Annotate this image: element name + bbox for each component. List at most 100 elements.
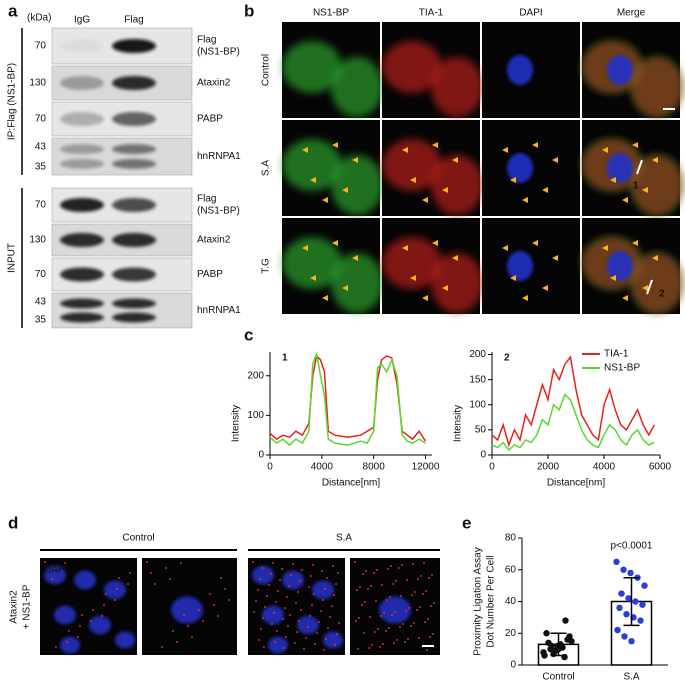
x-tick-label: 0 [489,462,495,473]
pla-dot [180,562,182,564]
x-tick-label: 4000 [311,462,334,473]
pla-dot [355,620,357,622]
data-point [628,637,635,645]
arrowhead [322,197,328,203]
pla-dot [257,589,259,591]
y-tick-label: 50 [475,425,487,436]
nucleus [507,55,533,85]
band [60,312,104,323]
row-label: T.G [261,258,272,274]
pla-dot [373,572,375,574]
arrowhead [452,255,458,261]
pla-dot [365,570,367,572]
pla-dot [299,580,301,582]
pla-dot [281,568,283,570]
pla-dot [307,626,309,628]
pla-dot [268,584,270,586]
group-label: Control [122,533,154,544]
pla-dot [336,633,338,635]
arrowhead [302,245,308,251]
pla-dot [277,590,279,592]
micrograph [282,22,383,118]
lane-label: IgG [74,15,90,26]
y-tick-label: 150 [469,374,486,385]
pla-dot [169,578,171,580]
pla-dot [377,628,379,630]
mw-marker: 70 [35,200,47,211]
x-tick-label: Control [542,672,574,683]
pla-dot [90,620,92,622]
arrowhead [332,240,338,246]
pla-dot [252,561,254,563]
pla-dot [308,586,310,588]
pla-dot [410,625,412,627]
cell [431,253,483,313]
arrow [636,159,643,175]
arrow [646,279,653,295]
pla-dot [305,637,307,639]
pla-dot [314,643,316,645]
pla-dot [311,604,313,606]
arrowhead [602,245,608,251]
pla-dot [263,646,265,648]
cell [382,41,442,93]
group-label: IP:Flag (NS1-BP) [7,63,18,140]
pla-dot [283,647,285,649]
pla-dot [367,588,369,590]
data-point [623,611,630,618]
pla-dot [364,601,366,603]
x-tick-label: 0 [267,462,273,473]
pla-dot [66,641,68,643]
pla-dot [382,643,384,645]
arrowhead [352,157,358,163]
x-tick-label: 4000 [593,462,616,473]
band [112,267,156,282]
pla-dot [325,638,327,640]
arrowhead [532,240,538,246]
column-label: Merge [617,8,646,19]
mw-marker: 43 [35,142,47,153]
arrowhead [522,295,528,301]
pla-dot [81,614,83,616]
x-axis-label: Distance[nm] [547,478,606,489]
pla-dot [118,577,120,579]
pla-dot [312,564,314,566]
arrowhead [632,142,638,148]
pla-dot [274,641,276,643]
pla-dot [358,617,360,619]
pla-dot [376,569,378,571]
pla-dot [165,567,167,569]
band [112,112,156,126]
pla-dot [428,577,430,579]
pla-dot [297,591,299,593]
pla-dot [287,625,289,627]
pla-dot [187,625,189,627]
pla-dot [399,626,401,628]
pla-dot [370,585,372,587]
y-tick-label: 40 [505,596,517,607]
pla-dot [64,562,66,564]
arrowhead [432,142,438,148]
nucleus [115,631,135,649]
row-label: Control [261,54,272,86]
data-point [632,598,639,605]
panel-label: e [462,513,471,532]
pla-dot [272,562,274,564]
pla-dot [386,599,388,601]
pla-dot [289,614,291,616]
nucleus [323,631,343,649]
mw-marker: 70 [35,114,47,125]
cell [631,57,683,117]
cell [382,139,442,191]
pla-dot [288,585,290,587]
pla-dot [220,577,222,579]
pla-dot [146,561,148,563]
data-point [543,630,550,637]
pla-dot [316,632,318,634]
pla-dot [383,612,385,614]
arrowhead [642,187,648,193]
pla-dot [413,622,415,624]
pla-dot [407,638,409,640]
pla-dot [271,623,273,625]
data-point [641,582,648,589]
